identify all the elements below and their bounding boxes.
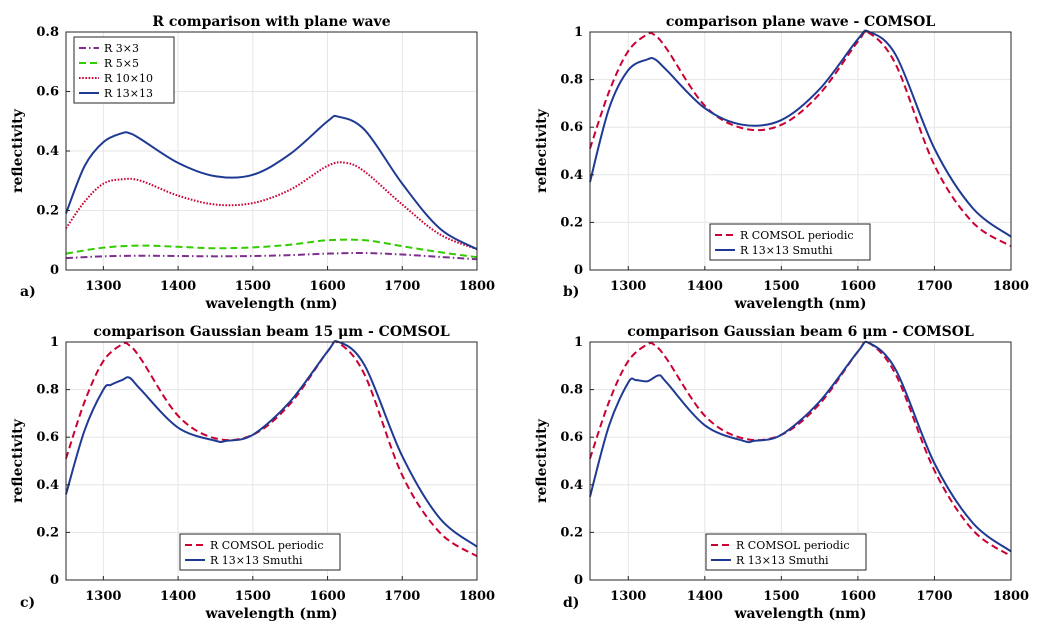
legend-label: R COMSOL periodic xyxy=(210,539,324,552)
panel-3: 1300 1400 1500 1600 1700 1800 0 0.2 0.4 0.6 0.8 1 co… xyxy=(10,324,495,622)
axes-box xyxy=(589,31,1012,271)
legend-box xyxy=(709,223,871,261)
x-tick-label: 1300 xyxy=(85,279,121,294)
legend: R 3×3 R 5×5 R 10×10 R 13×13 xyxy=(73,36,175,104)
series-line xyxy=(589,29,1012,238)
y-axis-label: reflectivity xyxy=(10,418,26,503)
series-line xyxy=(65,238,478,259)
chart-title: R comparison with plane wave xyxy=(152,14,390,30)
legend-label: R 13×13 Smuthi xyxy=(740,244,833,257)
y-tick-label: 0 xyxy=(574,573,583,588)
y-tick-label: 0.6 xyxy=(36,430,59,445)
x-tick-label: 1400 xyxy=(160,279,196,294)
legend-label: R COMSOL periodic xyxy=(736,539,850,552)
x-tick-label: 1800 xyxy=(993,279,1029,294)
y-tick-label: 0.8 xyxy=(560,73,583,88)
y-tick-label: 0.8 xyxy=(36,383,59,398)
x-tick-label: 1700 xyxy=(916,279,952,294)
x-tick-label: 1600 xyxy=(309,279,345,294)
x-tick-label: 1600 xyxy=(840,589,876,604)
x-tick-label: 1700 xyxy=(916,589,952,604)
series-line xyxy=(65,340,478,558)
panel-2: 1300 1400 1500 1600 1700 1800 0 0.2 0.4 0.6 0.8 1 co… xyxy=(534,14,1029,312)
series-line xyxy=(65,114,478,251)
y-tick-label: 0 xyxy=(574,263,583,278)
x-tick-label: 1300 xyxy=(610,589,646,604)
legend-label: R 13×13 Smuthi xyxy=(210,554,303,567)
chart-title: comparison Gaussian beam 15 μm - COMSOL xyxy=(93,324,449,340)
y-tick-label: 0.4 xyxy=(36,144,59,159)
y-tick-label: 1 xyxy=(50,335,59,350)
y-tick-label: 1 xyxy=(574,25,583,40)
y-tick-label: 0.6 xyxy=(560,430,583,445)
x-tick-label: 1600 xyxy=(309,589,345,604)
x-tick-label: 1300 xyxy=(610,279,646,294)
legend-box xyxy=(705,533,867,571)
panel-4: 1300 1400 1500 1600 1700 1800 0 0.2 0.4 0.6 0.8 1 co… xyxy=(534,324,1029,622)
series-line xyxy=(65,161,478,251)
y-tick-label: 0.4 xyxy=(560,168,583,183)
y-tick-label: 0.2 xyxy=(36,204,59,219)
legend-label: R COMSOL periodic xyxy=(740,229,854,242)
panel-1: 1300 1400 1500 1600 1700 1800 0 0.2 0.4 0.6 0.8 R c… xyxy=(10,14,495,312)
y-tick-label: 0 xyxy=(50,573,59,588)
series-line xyxy=(589,340,1012,553)
x-tick-label: 1600 xyxy=(840,279,876,294)
legend-label: R 5×5 xyxy=(104,57,139,70)
x-axis-label: wavelength (nm) xyxy=(204,606,337,622)
x-tick-label: 1300 xyxy=(85,589,121,604)
y-tick-label: 0.2 xyxy=(36,525,59,540)
x-tick-label: 1700 xyxy=(384,589,420,604)
legend-label: R 3×3 xyxy=(104,42,139,55)
y-tick-label: 0.2 xyxy=(560,215,583,230)
x-tick-label: 1400 xyxy=(160,589,196,604)
series-line xyxy=(65,340,478,548)
axes-box xyxy=(589,341,1012,581)
x-tick-label: 1800 xyxy=(459,279,495,294)
y-tick-label: 0.4 xyxy=(36,478,59,493)
chart-title: comparison Gaussian beam 6 μm - COMSOL xyxy=(627,324,974,340)
axes-box xyxy=(65,341,478,581)
x-tick-label: 1500 xyxy=(235,279,271,294)
panel-letter: b) xyxy=(563,284,579,300)
y-axis-label: reflectivity xyxy=(534,108,550,193)
legend-label: R 13×13 xyxy=(104,87,153,100)
x-axis-label: wavelength (nm) xyxy=(733,296,866,312)
x-axis-label: wavelength (nm) xyxy=(204,296,337,312)
legend-label: R 13×13 Smuthi xyxy=(736,554,829,567)
series-line xyxy=(65,252,478,261)
y-tick-label: 1 xyxy=(574,335,583,350)
x-tick-label: 1500 xyxy=(235,589,271,604)
legend: R COMSOL periodic R 13×13 Smuthi xyxy=(709,223,871,261)
legend-label: R 10×10 xyxy=(104,72,153,85)
x-tick-label: 1500 xyxy=(763,279,799,294)
x-tick-label: 1400 xyxy=(687,279,723,294)
y-tick-label: 0.6 xyxy=(36,85,59,100)
y-axis-label: reflectivity xyxy=(10,108,26,193)
x-axis-label: wavelength (nm) xyxy=(733,606,866,622)
x-tick-label: 1800 xyxy=(459,589,495,604)
x-tick-label: 1500 xyxy=(763,589,799,604)
y-tick-label: 0.8 xyxy=(36,25,59,40)
panel-letter: d) xyxy=(563,595,579,611)
y-tick-label: 0.6 xyxy=(560,120,583,135)
y-tick-label: 0.4 xyxy=(560,478,583,493)
x-tick-label: 1700 xyxy=(384,279,420,294)
y-tick-label: 0.2 xyxy=(560,525,583,540)
y-axis-label: reflectivity xyxy=(534,418,550,503)
y-tick-label: 0 xyxy=(50,263,59,278)
x-tick-label: 1800 xyxy=(993,589,1029,604)
y-tick-label: 0.8 xyxy=(560,383,583,398)
series-line xyxy=(589,340,1012,558)
legend: R COMSOL periodic R 13×13 Smuthi xyxy=(179,533,341,571)
legend-box xyxy=(179,533,341,571)
panel-letter: a) xyxy=(20,284,36,300)
series-line xyxy=(589,30,1012,248)
x-tick-label: 1400 xyxy=(687,589,723,604)
chart-title: comparison plane wave - COMSOL xyxy=(666,14,936,30)
legend: R COMSOL periodic R 13×13 Smuthi xyxy=(705,533,867,571)
panel-letter: c) xyxy=(20,595,35,611)
